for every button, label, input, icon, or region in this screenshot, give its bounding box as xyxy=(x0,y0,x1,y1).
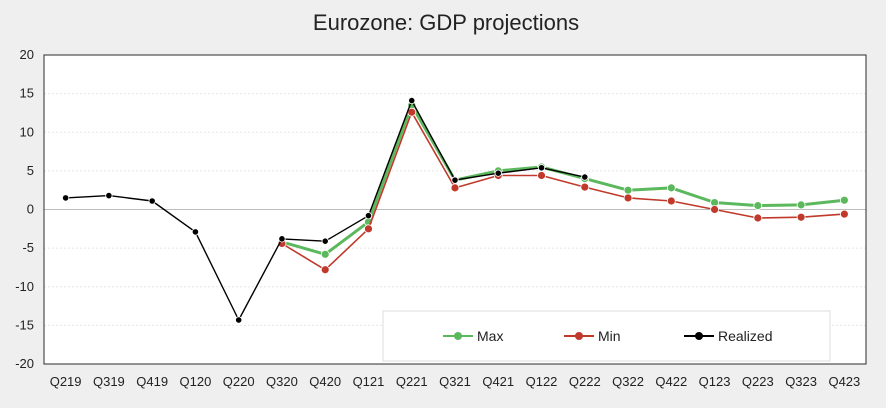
x-tick-label: Q223 xyxy=(742,374,774,389)
data-point xyxy=(278,235,286,243)
data-point xyxy=(839,195,849,205)
y-tick-label: 15 xyxy=(20,86,34,101)
series-min xyxy=(277,107,849,275)
data-point xyxy=(235,316,243,324)
x-tick-label: Q420 xyxy=(309,374,341,389)
data-point xyxy=(796,212,806,222)
data-point xyxy=(364,224,373,234)
y-tick-label: 20 xyxy=(20,47,34,62)
x-tick-label: Q422 xyxy=(655,374,687,389)
data-point xyxy=(62,194,70,202)
x-tick-label: Q220 xyxy=(223,374,255,389)
legend-swatch-marker xyxy=(575,332,583,340)
x-tick-label: Q423 xyxy=(828,374,860,389)
gridlines xyxy=(43,54,867,365)
data-point xyxy=(537,164,546,172)
data-point xyxy=(839,209,849,219)
x-tick-label: Q419 xyxy=(136,374,168,389)
data-point xyxy=(320,249,330,259)
x-tick-label: Q222 xyxy=(569,374,601,389)
y-tick-label: 5 xyxy=(27,163,34,178)
data-point xyxy=(753,201,763,211)
legend-swatch-marker xyxy=(695,332,703,340)
legend: Max Min Realized xyxy=(382,310,831,362)
series-line xyxy=(281,111,845,271)
plot-border xyxy=(43,54,867,365)
data-point xyxy=(710,205,719,214)
data-point xyxy=(320,265,330,275)
x-tick-label: Q421 xyxy=(482,374,514,389)
data-point xyxy=(623,185,633,195)
data-point xyxy=(450,183,460,193)
series-layer xyxy=(62,96,849,324)
x-tick-label: Q319 xyxy=(93,374,125,389)
y-tick-label: -20 xyxy=(15,356,34,371)
x-axis-ticks: Q219 Q319 Q419 Q120 Q220 Q320 Q420 Q121 Q221 Q321… xyxy=(50,374,861,389)
x-tick-label: Q219 xyxy=(50,374,82,389)
series-realized xyxy=(62,96,589,324)
data-point xyxy=(105,191,113,200)
y-tick-label: 0 xyxy=(27,202,34,217)
y-tick-label: -5 xyxy=(22,240,34,255)
data-point xyxy=(408,96,416,105)
data-point xyxy=(451,176,459,184)
legend-swatch-marker xyxy=(454,332,462,340)
x-tick-label: Q120 xyxy=(180,374,212,389)
chart-title: Eurozone: GDP projections xyxy=(313,10,579,35)
data-point xyxy=(364,212,373,220)
y-axis-ticks: 20 15 10 5 0 -5 -10 -15 -20 xyxy=(15,47,34,371)
data-point xyxy=(148,197,156,205)
legend-label: Max xyxy=(477,328,503,344)
data-point xyxy=(753,213,763,223)
x-tick-label: Q123 xyxy=(699,374,731,389)
data-point xyxy=(581,173,589,181)
legend-label: Min xyxy=(598,328,621,344)
x-tick-label: Q321 xyxy=(439,374,471,389)
x-tick-label: Q221 xyxy=(396,374,428,389)
data-point xyxy=(321,237,329,245)
x-tick-label: Q122 xyxy=(526,374,558,389)
legend-box xyxy=(382,310,831,362)
x-tick-label: Q320 xyxy=(266,374,298,389)
data-point xyxy=(666,183,676,193)
data-point xyxy=(623,193,633,203)
data-point xyxy=(796,200,806,210)
data-point xyxy=(537,171,546,180)
x-tick-label: Q323 xyxy=(785,374,817,389)
data-point xyxy=(191,228,200,236)
y-tick-label: -10 xyxy=(15,279,34,294)
y-tick-label: 10 xyxy=(20,124,34,139)
data-point xyxy=(666,196,676,206)
data-point xyxy=(494,169,502,177)
x-tick-label: Q322 xyxy=(612,374,644,389)
data-point xyxy=(580,182,590,192)
legend-label: Realized xyxy=(718,328,772,344)
y-tick-label: -15 xyxy=(15,317,34,332)
x-tick-label: Q121 xyxy=(353,374,385,389)
